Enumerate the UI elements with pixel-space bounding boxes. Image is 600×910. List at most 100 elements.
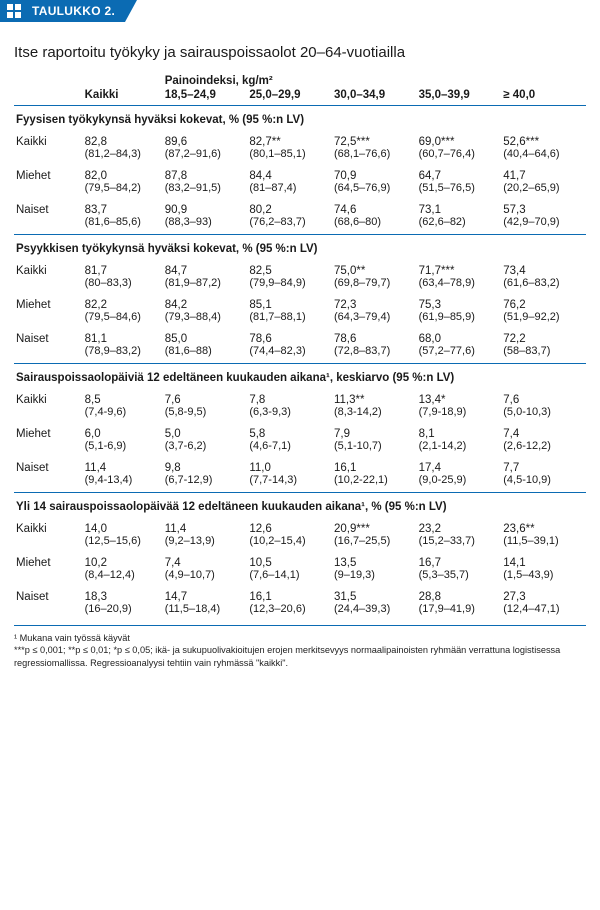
ci-cell: (42,9–70,9)	[501, 216, 586, 235]
data-cell: 18,3	[83, 587, 163, 603]
data-cell: 7,9	[332, 424, 417, 440]
ci-cell: (9–19,3)	[332, 569, 417, 587]
ci-cell: (79,9–84,9)	[247, 277, 332, 295]
ci-cell: (62,6–82)	[417, 216, 502, 235]
data-cell: 89,6	[163, 132, 248, 148]
ci-cell: (5,0-10,3)	[501, 406, 586, 424]
ci-cell: (79,5–84,2)	[83, 182, 163, 200]
data-cell: 70,9	[332, 166, 417, 182]
data-cell: 73,1	[417, 200, 502, 216]
data-cell: 75,3	[417, 295, 502, 311]
ci-cell: (9,0-25,9)	[417, 474, 502, 493]
ci-cell: (24,4–39,3)	[332, 603, 417, 621]
ci-cell: (58–83,7)	[501, 345, 586, 364]
data-cell: 13,4*	[417, 390, 502, 406]
table-number-label: TAULUKKO 2.	[32, 4, 115, 18]
data-cell: 10,5	[247, 553, 332, 569]
ci-cell: (7,4-9,6)	[83, 406, 163, 424]
ci-cell: (80–83,3)	[83, 277, 163, 295]
ci-cell: (3,7-6,2)	[163, 440, 248, 458]
ci-cell: (5,1-6,9)	[83, 440, 163, 458]
data-cell: 10,2	[83, 553, 163, 569]
ci-cell: (7,7-14,3)	[247, 474, 332, 493]
ci-cell: (81,9–87,2)	[163, 277, 248, 295]
column-header: 25,0–29,9	[247, 89, 332, 106]
data-cell: 8,5	[83, 390, 163, 406]
ci-cell: (64,3–79,4)	[332, 311, 417, 329]
data-cell: 11,4	[163, 519, 248, 535]
data-cell: 85,1	[247, 295, 332, 311]
data-cell: 17,4	[417, 458, 502, 474]
ci-cell: (15,2–33,7)	[417, 535, 502, 553]
data-cell: 81,1	[83, 329, 163, 345]
data-cell: 52,6***	[501, 132, 586, 148]
data-cell: 6,0	[83, 424, 163, 440]
data-cell: 9,8	[163, 458, 248, 474]
ci-cell: (17,9–41,9)	[417, 603, 502, 621]
data-cell: 7,7	[501, 458, 586, 474]
ci-cell: (4,5-10,9)	[501, 474, 586, 493]
data-cell: 16,1	[332, 458, 417, 474]
ci-cell: (5,8-9,5)	[163, 406, 248, 424]
ci-cell: (5,3–35,7)	[417, 569, 502, 587]
data-cell: 87,8	[163, 166, 248, 182]
ci-cell: (2,1-14,2)	[417, 440, 502, 458]
column-header: 30,0–34,9	[332, 89, 417, 106]
column-header: 18,5–24,9	[163, 89, 248, 106]
ci-cell: (79,5–84,6)	[83, 311, 163, 329]
ci-cell: (81–87,4)	[247, 182, 332, 200]
ci-cell: (81,6–88)	[163, 345, 248, 364]
data-cell: 16,7	[417, 553, 502, 569]
data-cell: 13,5	[332, 553, 417, 569]
table-header-tab: TAULUKKO 2.	[0, 0, 600, 28]
data-cell: 16,1	[247, 587, 332, 603]
row-label: Kaikki	[14, 519, 83, 535]
ci-cell: (60,7–76,4)	[417, 148, 502, 166]
data-cell: 68,0	[417, 329, 502, 345]
ci-cell: (80,1–85,1)	[247, 148, 332, 166]
data-cell: 12,6	[247, 519, 332, 535]
column-header	[14, 89, 83, 106]
section-header: Psyykkisen työkykynsä hyväksi kokevat, %…	[14, 235, 586, 262]
row-label: Miehet	[14, 295, 83, 311]
data-cell: 5,0	[163, 424, 248, 440]
data-cell: 11,0	[247, 458, 332, 474]
data-cell: 78,6	[332, 329, 417, 345]
ci-cell: (79,3–88,4)	[163, 311, 248, 329]
ci-cell: (72,8–83,7)	[332, 345, 417, 364]
data-cell: 11,3**	[332, 390, 417, 406]
row-label: Kaikki	[14, 132, 83, 148]
ci-cell: (4,6-7,1)	[247, 440, 332, 458]
data-cell: 64,7	[417, 166, 502, 182]
ci-cell: (87,2–91,6)	[163, 148, 248, 166]
section-header: Fyysisen työkykynsä hyväksi kokevat, % (…	[14, 106, 586, 132]
data-table: Painoindeksi, kg/m² Kaikki 18,5–24,925,0–2…	[14, 75, 586, 621]
data-cell: 82,8	[83, 132, 163, 148]
section-header: Yli 14 sairauspoissaolopäivää 12 edeltän…	[14, 493, 586, 520]
ci-cell: (81,6–85,6)	[83, 216, 163, 235]
ci-cell: (64,5–76,9)	[332, 182, 417, 200]
ci-cell: (10,2-22,1)	[332, 474, 417, 493]
data-cell: 82,5	[247, 261, 332, 277]
ci-cell: (69,8–79,7)	[332, 277, 417, 295]
ci-cell: (7,6–14,1)	[247, 569, 332, 587]
ci-cell: (6,7-12,9)	[163, 474, 248, 493]
ci-cell: (78,9–83,2)	[83, 345, 163, 364]
ci-cell: (8,4–12,4)	[83, 569, 163, 587]
bmi-superheader: Painoindeksi, kg/m²	[163, 75, 586, 89]
column-header: 35,0–39,9	[417, 89, 502, 106]
ci-cell: (6,3-9,3)	[247, 406, 332, 424]
ci-cell: (40,4–64,6)	[501, 148, 586, 166]
data-cell: 72,2	[501, 329, 586, 345]
data-cell: 82,0	[83, 166, 163, 182]
ci-cell: (61,9–85,9)	[417, 311, 502, 329]
table-footnotes: ¹ Mukana vain työssä käyvät ***p ≤ 0,001…	[14, 625, 586, 669]
ci-cell: (81,2–84,3)	[83, 148, 163, 166]
row-label: Naiset	[14, 587, 83, 603]
ci-cell: (7,9-18,9)	[417, 406, 502, 424]
ci-cell: (10,2–15,4)	[247, 535, 332, 553]
ci-cell: (16–20,9)	[83, 603, 163, 621]
data-cell: 90,9	[163, 200, 248, 216]
data-cell: 74,6	[332, 200, 417, 216]
data-cell: 84,4	[247, 166, 332, 182]
